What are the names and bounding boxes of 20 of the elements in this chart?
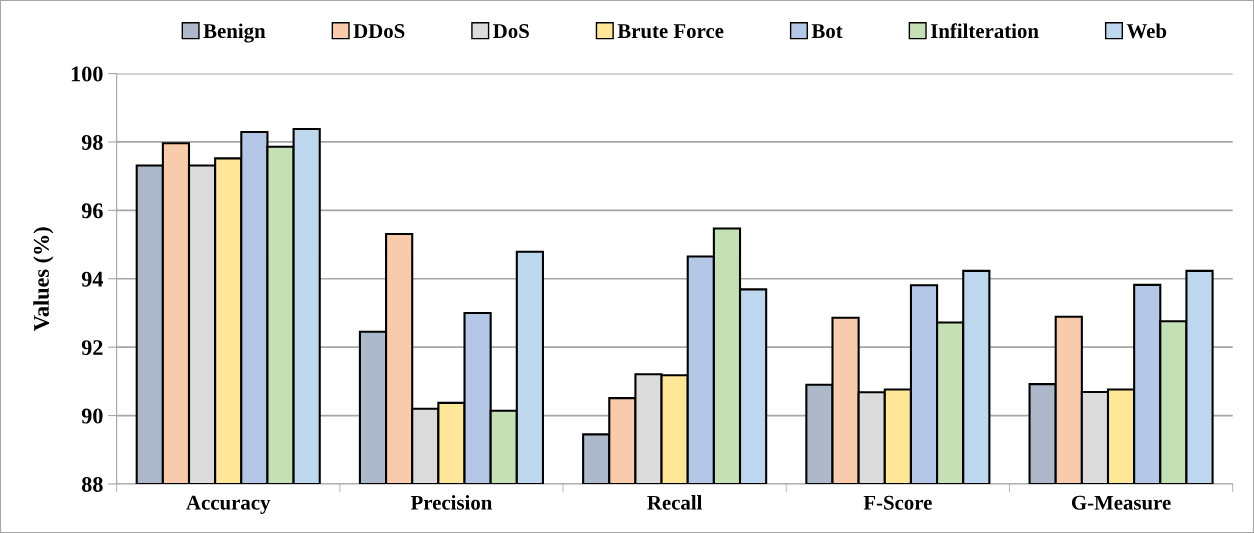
y-tick-label: 88: [81, 476, 103, 492]
y-tick-label: 96: [81, 203, 103, 219]
legend-label: Web: [1126, 23, 1167, 39]
legend-label: Bot: [811, 24, 843, 39]
legend-label: Infilteration: [930, 23, 1039, 39]
y-tick-label: 94: [81, 271, 104, 287]
x-tick-label: Accuracy: [186, 495, 271, 514]
legend-label: Brute Force: [617, 24, 724, 39]
x-tick-label: G-Measure: [1071, 495, 1171, 510]
x-tick-label: F-Score: [863, 495, 932, 510]
x-tick-label: Precision: [410, 495, 493, 510]
y-tick-label: 90: [81, 408, 103, 424]
legend-label: DDoS: [353, 24, 405, 39]
y-tick-label: 100: [71, 66, 103, 82]
legend-label: DoS: [493, 24, 529, 39]
x-tick-label: Recall: [647, 495, 703, 510]
y-tick-label: 98: [81, 134, 103, 150]
y-axis-title: Values (%): [33, 227, 54, 331]
legend-label: Benign: [203, 23, 266, 43]
y-tick-label: 92: [81, 340, 103, 356]
